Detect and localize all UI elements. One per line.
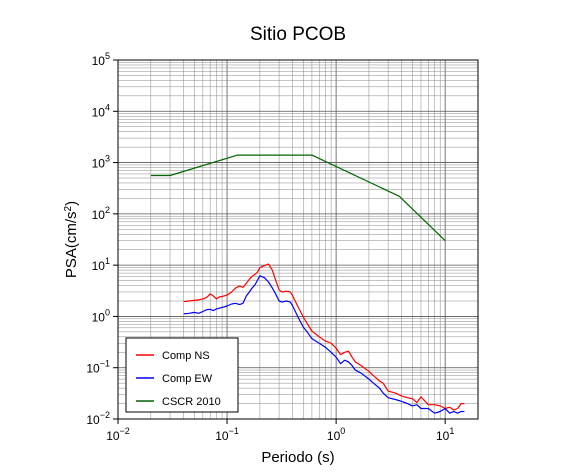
y-tick-label: 103 [92,154,110,171]
series-layer [150,154,465,414]
y-axis-title-suffix: ) [63,201,80,206]
y-axis-title-sup: 2 [63,205,74,211]
x-tick-label: 101 [436,426,454,443]
y-tick-label: 10−2 [86,410,110,427]
series-line-comp-ns [183,263,465,411]
y-axis-title: PSA(cm/s2) [63,201,81,278]
plot-frame [117,59,479,420]
y-tick-label: 102 [92,205,110,222]
y-tick-label: 100 [92,307,110,324]
y-tick-label: 10−1 [86,359,110,376]
legend-label: Comp NS [162,350,210,362]
x-axis-title: Periodo (s) [261,449,334,466]
series-line-cscr-2010 [150,154,446,242]
y-tick-label: 101 [92,256,110,273]
legend-box [125,337,239,413]
legend-label: CSCR 2010 [162,396,221,408]
legend: Comp NS Comp EW CSCR 2010 [125,337,239,413]
x-tick-label: 10−1 [215,426,239,443]
y-tick-label: 105 [92,51,110,68]
series-line-comp-ew [183,275,465,414]
y-tick-label: 104 [92,102,110,119]
x-tick-label: 10−2 [106,426,130,443]
legend-label: Comp EW [162,373,213,385]
chart-title: Sitio PCOB [250,24,346,45]
ticks: 10−2 10−1 100 101 10−2 10−1 100 101 102 103 104 105 [86,51,454,443]
y-axis-title-prefix: PSA(cm/s [63,211,80,278]
grid [117,59,479,420]
x-tick-label: 100 [327,426,345,443]
